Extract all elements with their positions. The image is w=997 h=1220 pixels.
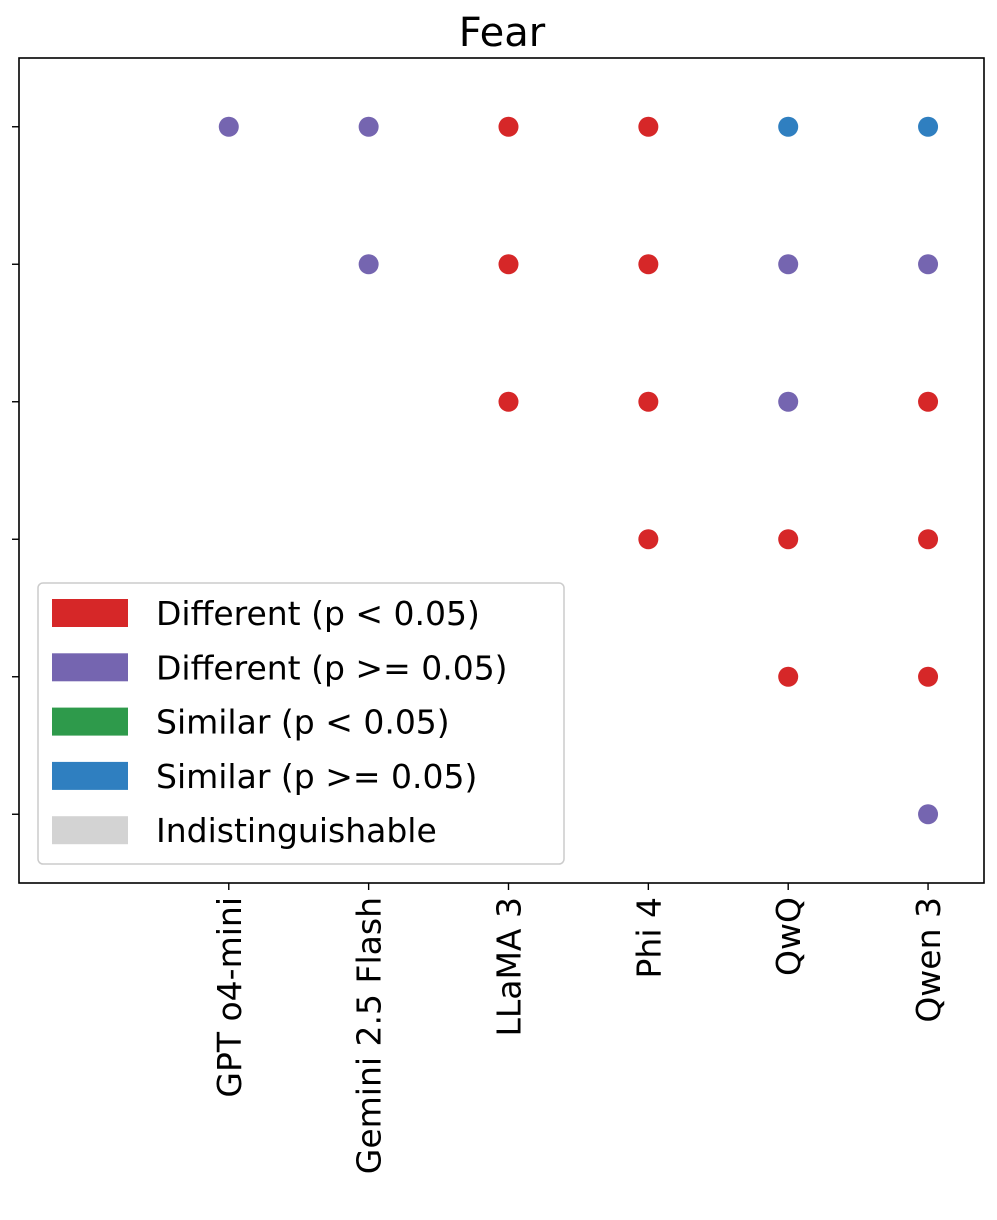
data-point — [498, 116, 519, 137]
data-point — [918, 116, 939, 137]
data-point — [778, 391, 799, 412]
chart-title: Fear — [459, 10, 546, 56]
data-point — [638, 391, 659, 412]
legend-label: Similar (p >= 0.05) — [156, 757, 477, 796]
data-point — [918, 529, 939, 550]
data-point — [918, 391, 939, 412]
data-point — [218, 116, 239, 137]
y-ticks — [12, 126, 19, 815]
data-point — [498, 391, 519, 412]
x-tick-label: GPT o4-mini — [210, 897, 249, 1098]
legend-swatch — [52, 599, 128, 627]
data-point — [778, 666, 799, 687]
x-tick-label: QwQ — [769, 897, 808, 976]
legend-label: Different (p >= 0.05) — [156, 648, 508, 687]
data-point — [638, 116, 659, 137]
legend-label: Different (p < 0.05) — [156, 594, 480, 633]
data-point — [918, 666, 939, 687]
data-point — [638, 529, 659, 550]
legend-swatch — [52, 707, 128, 736]
x-tick-labels: GPT o4-mini Gemini 2.5 Flash LLaMA 3 Phi 4 Q… — [210, 897, 948, 1174]
legend: Different (p < 0.05) Different (p >= 0.05… — [37, 582, 565, 865]
data-point — [778, 116, 799, 137]
legend-swatch — [52, 816, 128, 845]
x-tick-label: LLaMA 3 — [489, 897, 528, 1037]
x-tick-label: Phi 4 — [629, 897, 668, 978]
x-tick-label: Qwen 3 — [909, 897, 948, 1023]
data-point — [498, 254, 519, 275]
data-point — [358, 116, 379, 137]
data-point — [358, 254, 379, 275]
legend-label: Indistinguishable — [156, 811, 437, 850]
points — [218, 116, 939, 825]
data-point — [918, 804, 939, 825]
legend-label: Similar (p < 0.05) — [156, 703, 450, 742]
x-tick-label: Gemini 2.5 Flash — [350, 897, 389, 1174]
plot-frame — [18, 57, 985, 884]
legend-swatch — [52, 761, 128, 790]
x-ticks — [228, 883, 929, 890]
data-point — [918, 254, 939, 275]
legend-swatch — [52, 653, 128, 682]
data-point — [778, 254, 799, 275]
data-point — [778, 529, 799, 550]
data-point — [638, 254, 659, 275]
legend-box — [37, 582, 565, 865]
